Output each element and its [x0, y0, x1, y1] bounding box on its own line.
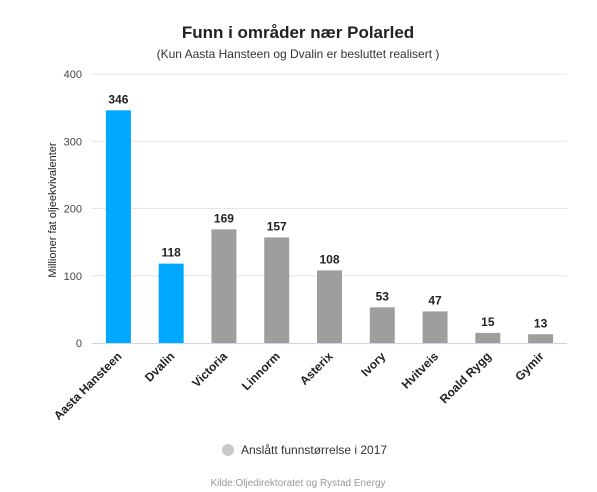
- bar-aasta-hansteen[interactable]: [105, 110, 131, 343]
- y-tick-label: 100: [64, 271, 82, 283]
- data-label: 15: [481, 315, 495, 329]
- bar-ivory[interactable]: [369, 307, 395, 343]
- data-label: 346: [108, 92, 128, 106]
- data-label: 118: [161, 246, 181, 260]
- x-tick-label: Hvitveis: [399, 349, 442, 392]
- chart-title: Funn i områder nær Polarled: [182, 23, 414, 42]
- x-tick-label: Dvalin: [142, 349, 177, 384]
- y-tick-label: 400: [64, 69, 82, 81]
- y-tick-label: 200: [64, 204, 82, 216]
- legend[interactable]: Anslått funnstørrelse i 2017: [222, 443, 387, 457]
- x-tick-label: Roald Rygg: [437, 349, 494, 406]
- chart-credit: Kilde:Oljedirektoratet og Rystad Energy: [210, 478, 385, 489]
- x-tick-label: Victoria: [189, 349, 230, 390]
- x-tick-label: Linnorm: [239, 349, 283, 393]
- x-tick-label: Asterix: [297, 349, 336, 388]
- legend-label[interactable]: Anslått funnstørrelse i 2017: [241, 443, 387, 457]
- chart-subtitle: (Kun Aasta Hansteen og Dvalin er beslutt…: [157, 47, 440, 61]
- bar-roald-rygg[interactable]: [475, 332, 501, 343]
- data-labels: 346 118 169 157 108 53 47 15 13: [108, 92, 547, 330]
- x-axis-labels: Aasta Hansteen Dvalin Victoria Linnorm Aster…: [51, 349, 547, 423]
- y-axis-ticks: 0 100 200 300 400: [64, 69, 82, 350]
- y-tick-label: 0: [76, 338, 82, 350]
- data-label: 169: [214, 211, 234, 225]
- bar-hvitveis[interactable]: [422, 311, 448, 343]
- y-tick-label: 300: [64, 136, 82, 148]
- data-label: 13: [534, 316, 548, 330]
- data-label: 108: [319, 252, 339, 266]
- bar-dvalin[interactable]: [158, 263, 184, 343]
- bar-victoria[interactable]: [211, 229, 237, 343]
- y-axis-label: Millioner fat oljeekvivalenter: [47, 142, 59, 277]
- data-label: 53: [376, 289, 390, 303]
- x-tick-label: Aasta Hansteen: [51, 349, 125, 423]
- x-tick-label: Gymir: [512, 349, 547, 384]
- bar-linnorm[interactable]: [264, 237, 290, 343]
- x-tick-label: Ivory: [358, 349, 388, 379]
- data-label: 157: [267, 219, 287, 233]
- bar-gymir[interactable]: [528, 334, 554, 343]
- data-label: 47: [428, 293, 442, 307]
- bars: [105, 110, 554, 343]
- bar-asterix[interactable]: [317, 270, 342, 343]
- legend-marker: [222, 444, 234, 456]
